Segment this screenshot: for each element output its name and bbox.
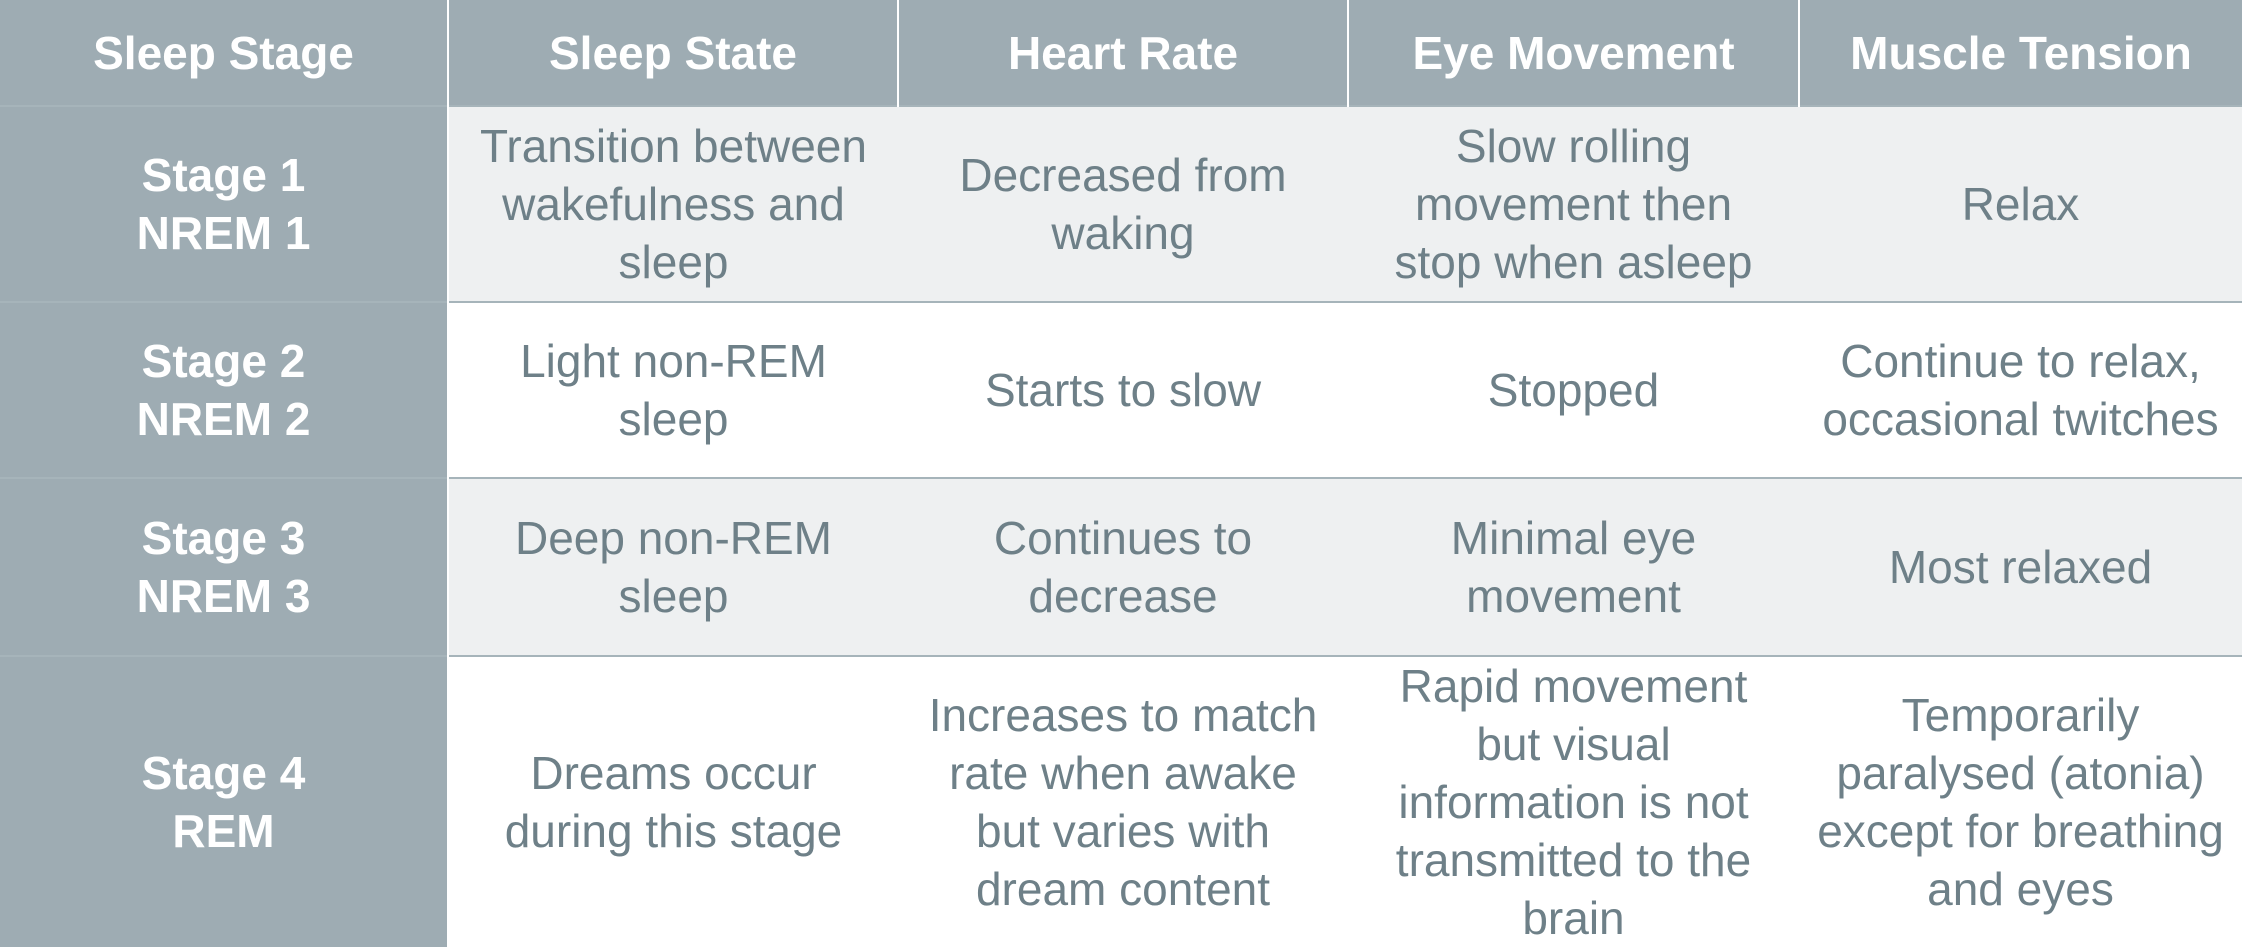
stage-label: Stage 1	[141, 149, 306, 201]
header-eye-movement: Eye Movement	[1347, 0, 1799, 106]
eye-movement-cell: Slow rolling movement then stop when asl…	[1348, 105, 1799, 302]
table-row: Stage 3 NREM 3 Deep non-REM sleep Contin…	[0, 477, 2242, 656]
sleep-state-cell: Light non-REM sleep	[448, 301, 898, 478]
table-row: Stage 4 REM Dreams occur during this sta…	[0, 655, 2242, 947]
sleep-state-cell: Transition between wakefulness and sleep	[448, 105, 898, 302]
eye-movement-cell: Rapid movement but visual information is…	[1348, 655, 1799, 947]
stage-label: Stage 3	[141, 512, 306, 564]
substage-label: NREM 3	[136, 570, 311, 622]
table-row: Stage 1 NREM 1 Transition between wakefu…	[0, 105, 2242, 302]
sleep-state-cell: Dreams occur during this stage	[448, 655, 898, 947]
substage-label: NREM 1	[136, 207, 311, 259]
substage-label: NREM 2	[136, 393, 311, 445]
header-sleep-state: Sleep State	[447, 0, 898, 106]
stage-label: Stage 2	[141, 335, 306, 387]
muscle-tension-cell: Continue to relax, occasional twitches	[1799, 301, 2242, 478]
stage-cell: Stage 3 NREM 3	[0, 477, 449, 656]
heart-rate-cell: Continues to decrease	[898, 477, 1348, 656]
heart-rate-cell: Decreased from waking	[898, 105, 1348, 302]
header-sleep-stage: Sleep Stage	[0, 0, 448, 106]
header-heart-rate: Heart Rate	[897, 0, 1348, 106]
stage-cell: Stage 2 NREM 2	[0, 301, 449, 478]
table-row: Stage 2 NREM 2 Light non-REM sleep Start…	[0, 301, 2242, 478]
muscle-tension-cell: Most relaxed	[1799, 477, 2242, 656]
muscle-tension-cell: Relax	[1799, 105, 2242, 302]
muscle-tension-cell: Temporarily paralysed (atonia) except fo…	[1799, 655, 2242, 947]
heart-rate-cell: Starts to slow	[898, 301, 1348, 478]
stage-cell: Stage 1 NREM 1	[0, 105, 449, 302]
sleep-state-cell: Deep non-REM sleep	[448, 477, 898, 656]
substage-label: REM	[172, 805, 275, 857]
eye-movement-cell: Minimal eye movement	[1348, 477, 1799, 656]
eye-movement-cell: Stopped	[1348, 301, 1799, 478]
stage-label: Stage 4	[141, 747, 306, 799]
stage-cell: Stage 4 REM	[0, 655, 449, 947]
table-header-row: Sleep Stage Sleep State Heart Rate Eye M…	[0, 0, 2242, 106]
header-muscle-tension: Muscle Tension	[1798, 0, 2242, 106]
heart-rate-cell: Increases to match rate when awake but v…	[898, 655, 1348, 947]
